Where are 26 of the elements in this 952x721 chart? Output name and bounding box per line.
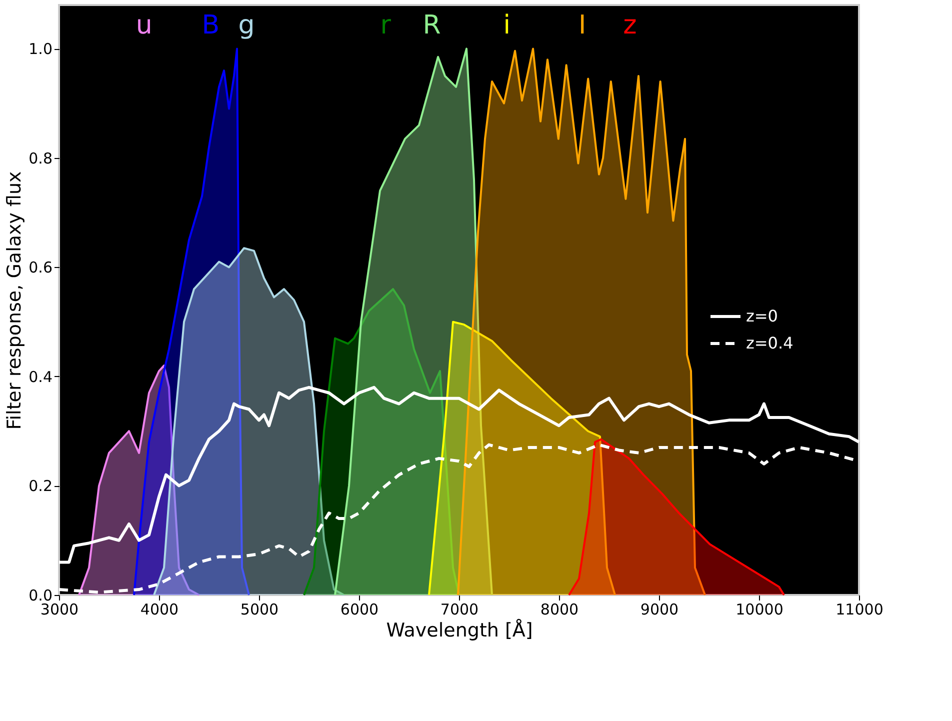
x-tick-label: 9000: [640, 600, 679, 618]
line-series: [58, 386, 860, 564]
text: z: [623, 10, 637, 41]
text: g: [238, 10, 255, 41]
x-tick-label: 8000: [540, 600, 579, 618]
series-label: R: [422, 10, 441, 41]
legend-label: z=0: [746, 306, 778, 326]
x-tick-label: 10000: [736, 600, 784, 618]
series-label: I: [578, 10, 586, 41]
x-tick-label: 4000: [140, 600, 179, 618]
y-tick-label: 1.0: [28, 40, 52, 58]
y-axis-title: Filter response, Galaxy flux: [4, 171, 26, 430]
text: r: [380, 10, 392, 41]
y-tick-label: 0.4: [28, 368, 52, 386]
text: i: [503, 10, 510, 41]
x-tick-label: 5000: [240, 600, 279, 618]
x-tick-label: 11000: [836, 600, 884, 618]
x-tick-label: 6000: [340, 600, 379, 618]
text: u: [136, 10, 152, 41]
series-label: B: [202, 10, 220, 41]
y-tick-label: 0.8: [28, 149, 52, 168]
y-tick-label: 0.6: [28, 258, 52, 277]
y-tick-label: 0.2: [28, 477, 52, 496]
x-tick-label: 7000: [440, 600, 479, 618]
legend-label: z=0.4: [746, 334, 794, 352]
x-axis-title: Wavelength [Å]: [386, 618, 533, 642]
